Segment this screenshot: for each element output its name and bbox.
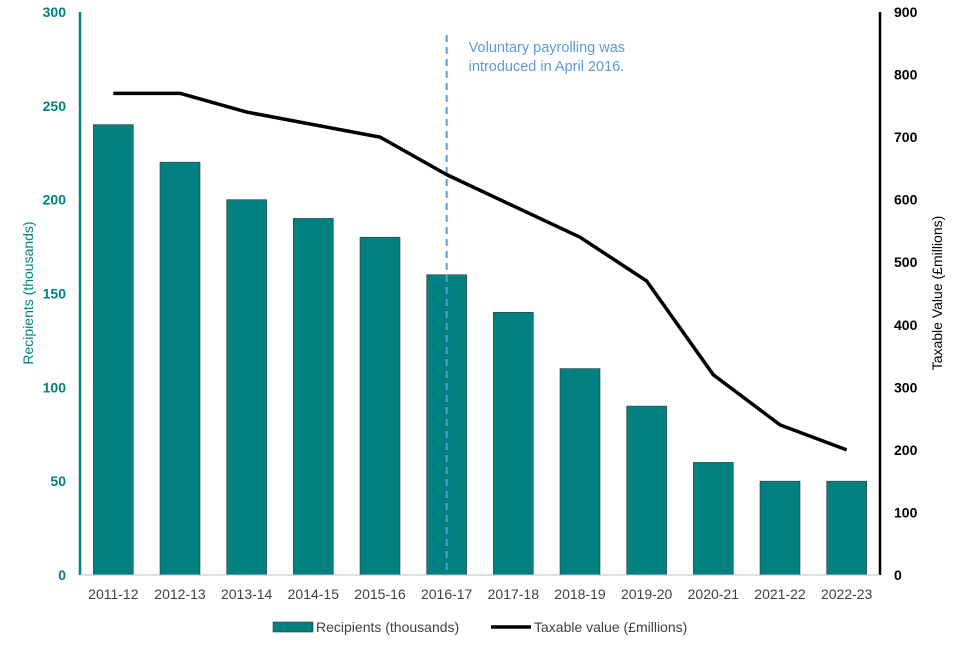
right-tick-label: 500 [894, 254, 918, 270]
right-tick-label: 700 [894, 129, 918, 145]
x-tick-label: 2022-23 [821, 586, 873, 602]
right-tick-label: 400 [894, 317, 918, 333]
right-tick-label: 0 [894, 567, 902, 583]
bar-2021-22 [760, 481, 800, 575]
line-taxable-value [113, 93, 846, 450]
right-tick-label: 800 [894, 67, 918, 83]
x-tick-label: 2012-13 [154, 586, 206, 602]
right-tick-label: 900 [894, 4, 918, 20]
right-axis-label: Taxable Value (£millions) [929, 216, 945, 371]
left-tick-label: 300 [43, 4, 67, 20]
x-tick-label: 2016-17 [421, 586, 473, 602]
legend-swatch-recipients [273, 622, 313, 632]
bar-2018-19 [560, 369, 600, 575]
bar-2012-13 [160, 162, 200, 575]
legend-label-recipients: Recipients (thousands) [316, 619, 459, 635]
annotation-text: introduced in April 2016. [469, 59, 625, 75]
right-tick-label: 200 [894, 442, 918, 458]
x-tick-label: 2021-22 [754, 586, 806, 602]
x-tick-label: 2017-18 [488, 586, 540, 602]
bar-2022-23 [827, 481, 867, 575]
left-tick-label: 0 [58, 567, 66, 583]
left-tick-label: 50 [50, 473, 66, 489]
right-tick-label: 600 [894, 192, 918, 208]
x-tick-label: 2020-21 [688, 586, 740, 602]
left-tick-label: 100 [43, 379, 67, 395]
left-tick-label: 250 [43, 98, 67, 114]
left-tick-label: 200 [43, 192, 67, 208]
x-tick-label: 2018-19 [554, 586, 606, 602]
right-tick-label: 100 [894, 504, 918, 520]
bar-2014-15 [293, 218, 333, 575]
annotation-text: Voluntary payrolling was [469, 40, 625, 56]
bar-2011-12 [93, 125, 133, 575]
right-tick-label: 300 [894, 379, 918, 395]
bar-2019-20 [627, 406, 667, 575]
legend-label-taxable-value: Taxable value (£millions) [534, 619, 687, 635]
bar-2013-14 [227, 200, 267, 575]
bar-2020-21 [693, 462, 733, 575]
bar-2015-16 [360, 237, 400, 575]
x-tick-label: 2013-14 [221, 586, 273, 602]
left-axis-label: Recipients (thousands) [20, 221, 36, 364]
bar-2017-18 [493, 312, 533, 575]
x-tick-label: 2011-12 [88, 586, 139, 602]
left-tick-label: 150 [43, 286, 67, 302]
x-tick-label: 2015-16 [354, 586, 406, 602]
x-tick-label: 2019-20 [621, 586, 673, 602]
x-tick-label: 2014-15 [288, 586, 340, 602]
